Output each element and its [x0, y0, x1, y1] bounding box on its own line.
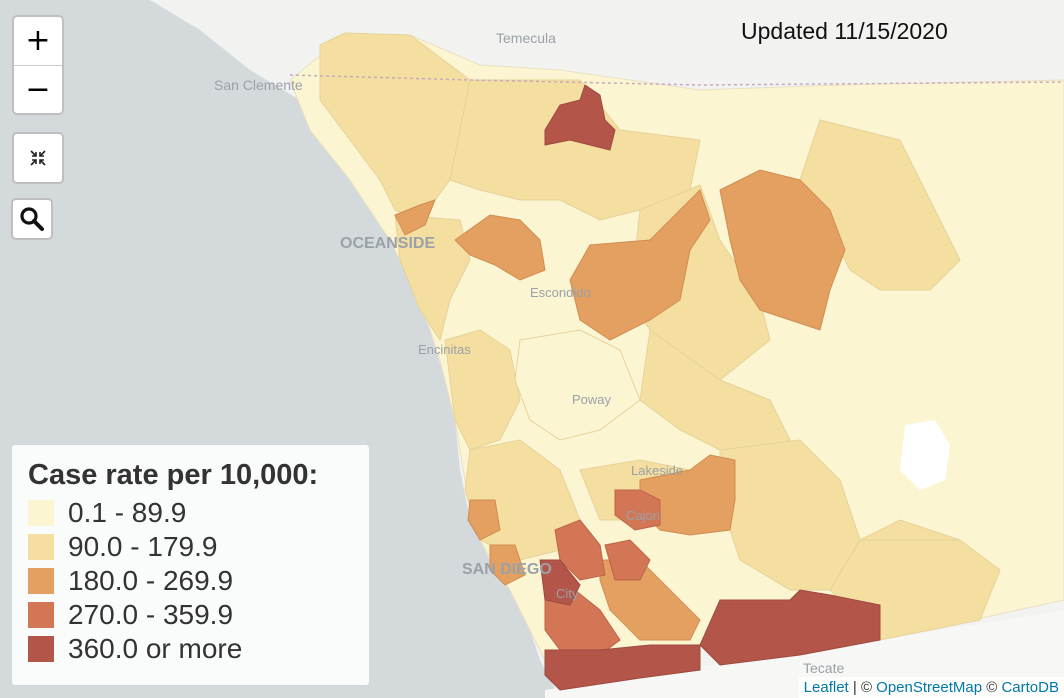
region-south-border[interactable] — [699, 589, 881, 666]
search-button[interactable] — [11, 198, 53, 240]
label-encinitas: Encinitas — [418, 342, 471, 357]
region-otay[interactable] — [544, 644, 701, 691]
label-poway: Poway — [572, 392, 612, 407]
legend-swatch — [28, 568, 54, 594]
label-national-city: City — [556, 586, 579, 601]
legend: Case rate per 10,000: 0.1 - 89.9 90.0 - 1… — [12, 445, 369, 685]
legend-item: 270.0 - 359.9 — [28, 598, 353, 632]
region-no-data — [900, 420, 950, 490]
zoom-in-button[interactable]: + — [25, 23, 51, 58]
attribution: Leaflet | © OpenStreetMap © CartoDB — [798, 677, 1064, 698]
label-temecula: Temecula — [496, 30, 556, 46]
region-san-marcos[interactable] — [454, 214, 546, 281]
leaflet-link[interactable]: Leaflet — [803, 679, 849, 696]
legend-item: 180.0 - 269.9 — [28, 564, 353, 598]
fullscreen-exit-button[interactable] — [12, 132, 64, 184]
legend-swatch — [28, 636, 54, 662]
region-lemon-grove[interactable] — [489, 544, 526, 586]
legend-item: 360.0 or more — [28, 632, 353, 666]
label-el-cajon: Cajon — [626, 508, 660, 523]
legend-label: 180.0 - 269.9 — [68, 565, 234, 596]
region-coastal-north[interactable] — [394, 214, 471, 342]
region-la-presa[interactable] — [604, 539, 651, 581]
updated-date: Updated 11/15/2020 — [741, 18, 948, 44]
collapse-icon — [30, 150, 46, 166]
region-oceanside-orange[interactable] — [394, 199, 436, 236]
label-escondido: Escondido — [530, 285, 591, 300]
zoom-out-button[interactable]: − — [14, 65, 62, 114]
region-fallbrook[interactable] — [449, 79, 701, 221]
cartodb-link[interactable]: CartoDB — [1001, 679, 1059, 696]
legend-swatch — [28, 602, 54, 628]
label-oceanside: OCEANSIDE — [340, 235, 435, 252]
legend-label: 90.0 - 179.9 — [68, 531, 218, 562]
zoom-control: + − — [12, 15, 64, 115]
legend-label: 0.1 - 89.9 — [68, 497, 187, 528]
region-pala-pauma[interactable] — [544, 84, 616, 151]
legend-swatch — [28, 534, 54, 560]
attribution-sep1: | © — [848, 679, 877, 696]
attribution-sep2: © — [982, 679, 1002, 696]
region-ramona-orange[interactable] — [719, 169, 846, 331]
region-el-cajon-red[interactable] — [614, 489, 661, 531]
county-border-north — [289, 74, 1064, 86]
legend-swatch — [28, 500, 54, 526]
search-icon — [20, 207, 44, 231]
region-central-coast[interactable] — [444, 329, 521, 451]
region-pine-valley[interactable] — [859, 519, 961, 541]
region-escondido[interactable] — [569, 189, 711, 341]
label-san-clemente: San Clemente — [214, 77, 303, 93]
legend-item: 90.0 - 179.9 — [28, 530, 353, 564]
label-tecate: Tecate — [803, 660, 844, 676]
legend-item: 0.1 - 89.9 — [28, 496, 353, 530]
legend-label: 360.0 or more — [68, 633, 243, 664]
region-light-poway[interactable] — [514, 329, 641, 441]
legend-title: Case rate per 10,000: — [28, 459, 319, 491]
region-coronado-orange[interactable] — [467, 499, 501, 541]
region-national-city[interactable] — [539, 559, 581, 606]
legend-label: 270.0 - 359.9 — [68, 599, 234, 630]
label-san-diego: SAN DIEGO — [462, 561, 552, 578]
label-lakeside: Lakeside — [631, 463, 683, 478]
region-chula-vista[interactable] — [544, 589, 621, 656]
osm-link[interactable]: OpenStreetMap — [876, 679, 983, 696]
